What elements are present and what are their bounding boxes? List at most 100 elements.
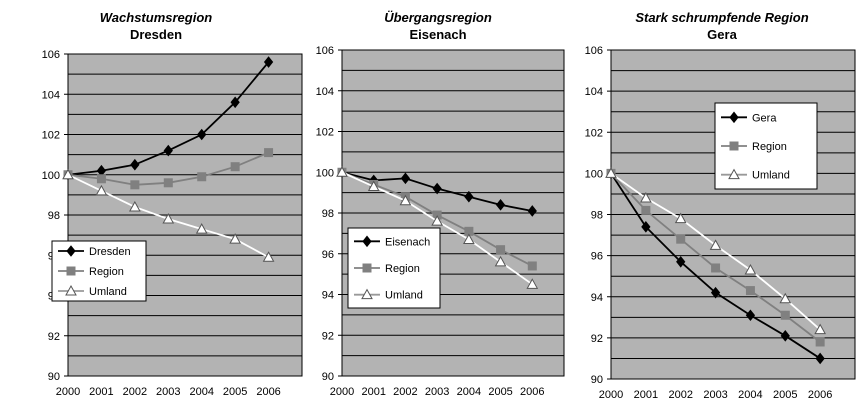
x-tick-label: 2004 [738,389,762,401]
x-tick-label: 2002 [668,389,692,401]
chart-subtitle: Gera [707,27,737,42]
legend-marker [729,111,739,124]
x-tick-label: 2004 [189,386,213,398]
chart-title: Wachstumsregion [100,10,213,25]
chart-panel-1: Übergangsregion Eisenach 90 92 94 96 98 100 102 1… [316,10,565,398]
data-point-umland [431,215,443,226]
y-tick-label: 102 [42,130,60,142]
legend-label: Gera [752,112,777,124]
x-tick-label: 2003 [425,386,449,398]
x-tick-label: 2001 [361,386,385,398]
chart-panel-2: Stark schrumpfende Region Gera 90 92 94 96 98 1… [585,10,856,401]
x-tick-label: 2000 [330,386,354,398]
legend: Gera Region Umland [714,102,818,190]
x-tick-label: 2000 [56,386,80,398]
legend-marker [65,284,77,296]
data-point-region [264,148,274,158]
data-point-umland [814,323,826,335]
data-point-gera [780,330,790,342]
data-point-eisenach [400,172,411,185]
legend-label: Umland [385,290,423,302]
y-tick-label: 98 [591,210,603,222]
y-tick-label: 104 [585,86,603,98]
y-tick-label: 96 [322,249,334,261]
chart-title: Übergangsregion [384,10,492,25]
x-tick-label: 2001 [89,386,113,398]
data-point-region [780,310,790,320]
legend-marker [66,245,76,257]
data-point-region [163,178,173,188]
y-tick-label: 100 [585,168,603,180]
data-point-umland [605,167,617,178]
data-point-region [745,286,755,296]
x-tick-label: 2005 [488,386,512,398]
data-point-region [496,245,506,255]
y-tick-label: 104 [42,89,60,101]
legend-label: Umland [89,286,127,298]
data-point-umland [744,263,757,275]
data-point-umland [229,233,241,244]
chart-subtitle: Dresden [130,27,182,42]
data-point-umland [129,200,141,212]
data-point-gera [815,352,825,365]
data-point-umland [674,212,687,224]
data-point-gera [676,255,686,268]
x-tick-label: 2005 [223,386,247,398]
x-tick-label: 2004 [457,386,481,398]
data-point-umland [494,255,507,267]
legend-marker [728,168,740,180]
data-point-umland [463,233,475,244]
x-tick-label: 2002 [123,386,147,398]
y-tick-label: 102 [585,127,603,139]
data-point-umland [526,278,539,289]
legend-label: Region [89,266,124,278]
x-tick-label: 2002 [393,386,417,398]
y-tick-label: 100 [42,170,60,182]
data-point-umland [195,223,208,234]
data-point-umland [367,180,380,192]
x-tick-label: 2003 [703,389,727,401]
y-tick-label: 104 [316,86,334,98]
data-point-dresden [163,144,173,157]
data-point-region [130,180,140,190]
data-point-umland [162,212,175,224]
data-point-umland [779,292,792,304]
chart-panel-0: WachstumsregionDresden909294969810010210… [42,10,303,398]
data-point-region [711,263,721,273]
legend-label: Umland [752,170,790,182]
chart-title: Stark schrumpfende Region [635,10,808,25]
y-tick-label: 94 [591,292,603,304]
data-point-region [197,172,207,182]
x-tick-label: 2001 [634,389,658,401]
data-point-dresden [197,128,207,141]
data-point-umland [709,239,722,250]
data-point-eisenach [527,205,537,217]
legend-marker [361,288,373,300]
data-point-gera [710,286,721,299]
data-point-region [230,162,240,172]
x-tick-label: 2006 [256,386,280,398]
legend: Eisenach Region Umland [347,227,441,309]
y-tick-label: 100 [316,167,334,179]
legend-marker [729,141,739,151]
data-point-umland [95,184,108,196]
y-tick-label: 92 [591,333,603,345]
y-tick-label: 106 [585,45,603,57]
y-tick-label: 98 [322,208,334,220]
legend-label: Dresden [89,246,131,258]
data-point-umland [336,166,348,177]
data-point-gera [745,309,756,322]
data-point-region [641,205,651,215]
x-tick-label: 2003 [156,386,180,398]
x-tick-label: 2000 [599,389,623,401]
data-point-region [815,337,825,347]
data-point-umland [62,168,74,180]
data-point-eisenach [432,182,442,195]
y-tick-label: 106 [316,45,334,57]
data-point-umland [640,192,652,203]
data-point-region [96,174,106,184]
y-tick-label: 92 [322,330,334,342]
data-point-eisenach [495,199,506,211]
